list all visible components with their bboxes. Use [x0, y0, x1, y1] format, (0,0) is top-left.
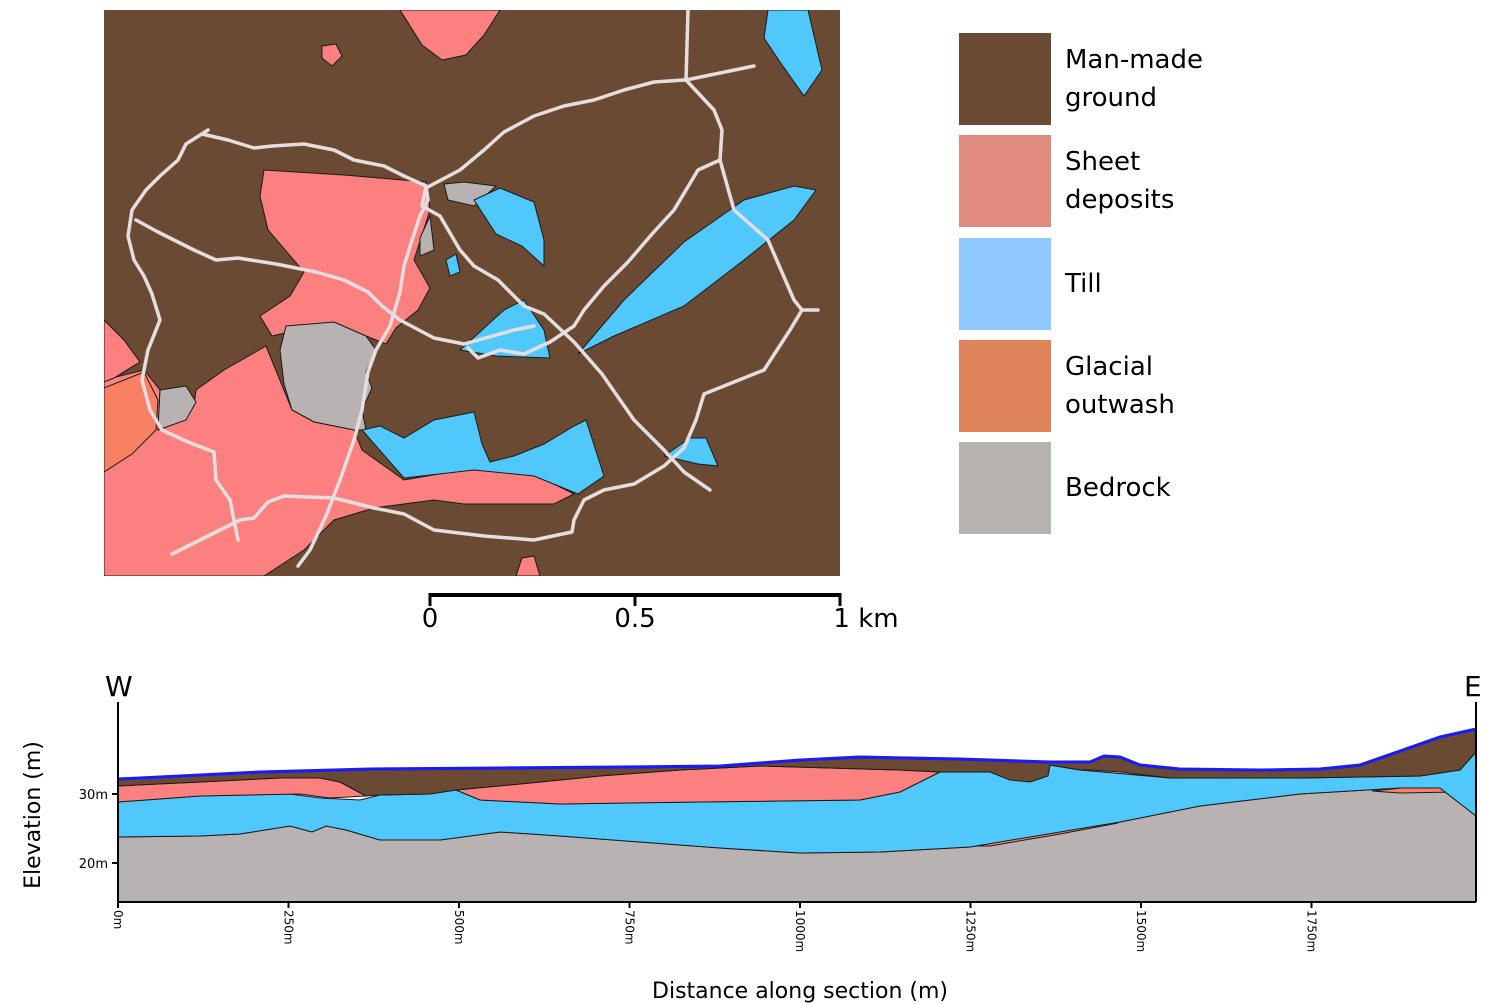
x-ticks: 0m 250m 500m 750m 1000m 1250m 1500m 1750m	[111, 902, 1319, 952]
section-ground-surface	[117, 727, 1477, 781]
x-tick-label: 250m	[282, 910, 296, 945]
x-tick-label: 750m	[623, 910, 637, 945]
x-axis-title: Distance along section (m)	[652, 979, 948, 1004]
scale-bar	[428, 593, 842, 606]
road-8	[466, 158, 722, 360]
map-till-north	[473, 187, 545, 268]
legend-swatch-sheet-deposits	[959, 135, 1051, 227]
scale-label-0: 0	[421, 604, 439, 634]
y-tick-label-20: 20m	[79, 857, 108, 872]
legend-item-glacial-outwash: Glacial outwash	[959, 340, 1279, 432]
legend-label-glacial-outwash: Glacial outwash	[1065, 352, 1175, 420]
x-tick-label: 500m	[452, 910, 466, 945]
road-6	[296, 184, 430, 568]
map-sheet-deposit-central	[259, 169, 431, 345]
road-3	[200, 132, 712, 492]
y-axis-title: Elevation (m)	[21, 741, 46, 889]
map-sheet-deposit-top	[399, 10, 501, 61]
x-tick-label: 0m	[111, 910, 125, 929]
legend-item-made-ground: Man-made ground	[959, 33, 1279, 125]
legend-label-bedrock: Bedrock	[1065, 473, 1171, 503]
map-till-top-right	[763, 10, 823, 97]
road-5	[134, 218, 536, 346]
legend-item-till: Till	[959, 238, 1279, 330]
y-tick-label-30: 30m	[79, 788, 108, 803]
road-7	[424, 78, 686, 190]
map-sheet-deposit-small	[321, 43, 343, 67]
road-2	[684, 64, 756, 82]
scale-label-1km: 1 km	[833, 604, 899, 634]
legend-item-sheet-deposits: Sheet deposits	[959, 135, 1279, 227]
legend-item-bedrock: Bedrock	[959, 442, 1279, 534]
map-till-south	[361, 411, 605, 495]
map-bedrock-central	[279, 321, 377, 431]
map-sheet-deposit-left-edge	[104, 319, 141, 383]
road-4	[126, 128, 240, 542]
scale-label-half: 0.5	[614, 604, 656, 634]
legend-label-till: Till	[1065, 269, 1102, 299]
map-till-mid	[458, 299, 551, 359]
map-till-small	[445, 253, 461, 277]
west-label: W	[105, 670, 133, 703]
x-tick-label: 1750m	[1305, 910, 1319, 952]
road-1	[684, 10, 820, 312]
legend-swatch-till	[959, 238, 1051, 330]
map-roads	[126, 10, 820, 568]
x-tick-label: 1000m	[793, 910, 807, 952]
road-9	[170, 308, 804, 556]
legend-swatch-glacial-outwash	[959, 340, 1051, 432]
east-label: E	[1464, 670, 1482, 703]
legend-label-made-ground: Man-made ground	[1065, 45, 1203, 113]
legend-swatch-made-ground	[959, 33, 1051, 125]
geological-map	[104, 10, 840, 576]
legend-label-sheet-deposits: Sheet deposits	[1065, 147, 1175, 215]
map-bedrock-sliver	[419, 214, 435, 257]
x-tick-label: 1250m	[964, 910, 978, 952]
legend-swatch-bedrock	[959, 442, 1051, 534]
x-tick-label: 1500m	[1134, 910, 1148, 952]
map-sheet-deposit-bottom	[515, 555, 541, 576]
